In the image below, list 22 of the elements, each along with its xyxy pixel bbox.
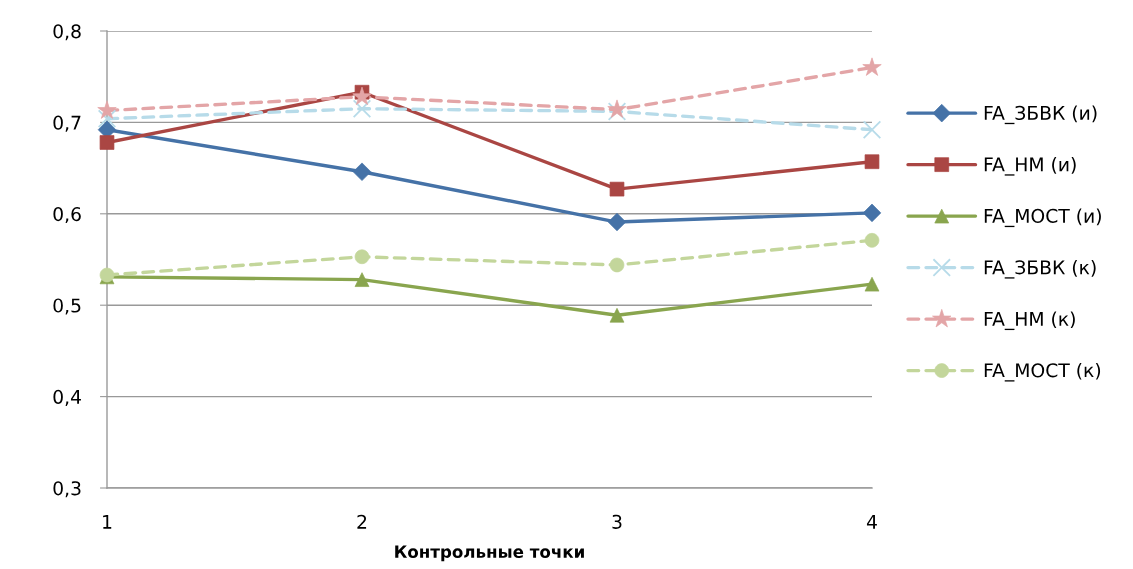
- legend-label: FA_МОСТ (к): [984, 362, 1101, 382]
- y-tick-label: 0,4: [53, 389, 81, 406]
- point: [864, 154, 880, 169]
- legend-label: FA_НМ (и): [984, 156, 1076, 176]
- point: [97, 109, 117, 128]
- x-tick-label: 4: [866, 514, 877, 529]
- point: [352, 99, 372, 118]
- y-tick-label: 0,7: [53, 115, 81, 132]
- legend-label: FA_ЗБВК (и): [984, 105, 1097, 125]
- x-tick-label: 3: [612, 514, 622, 529]
- y-tick-label: 0,3: [53, 481, 81, 498]
- legend-label: FA_ЗБВК (к): [984, 259, 1096, 279]
- y-tick-label: 0,6: [53, 207, 81, 224]
- legend-label: FA_МОСТ (и): [984, 208, 1101, 228]
- point: [862, 120, 882, 139]
- point: [609, 181, 625, 197]
- y-tick-label: 0,8: [53, 24, 81, 41]
- legend-label: FA_НМ (к): [984, 311, 1075, 331]
- x-axis-title: Контрольные точки: [395, 545, 584, 562]
- y-tick-label: 0,5: [53, 298, 81, 315]
- x-tick-label: 2: [357, 514, 367, 529]
- x-tick-label: 1: [103, 514, 112, 529]
